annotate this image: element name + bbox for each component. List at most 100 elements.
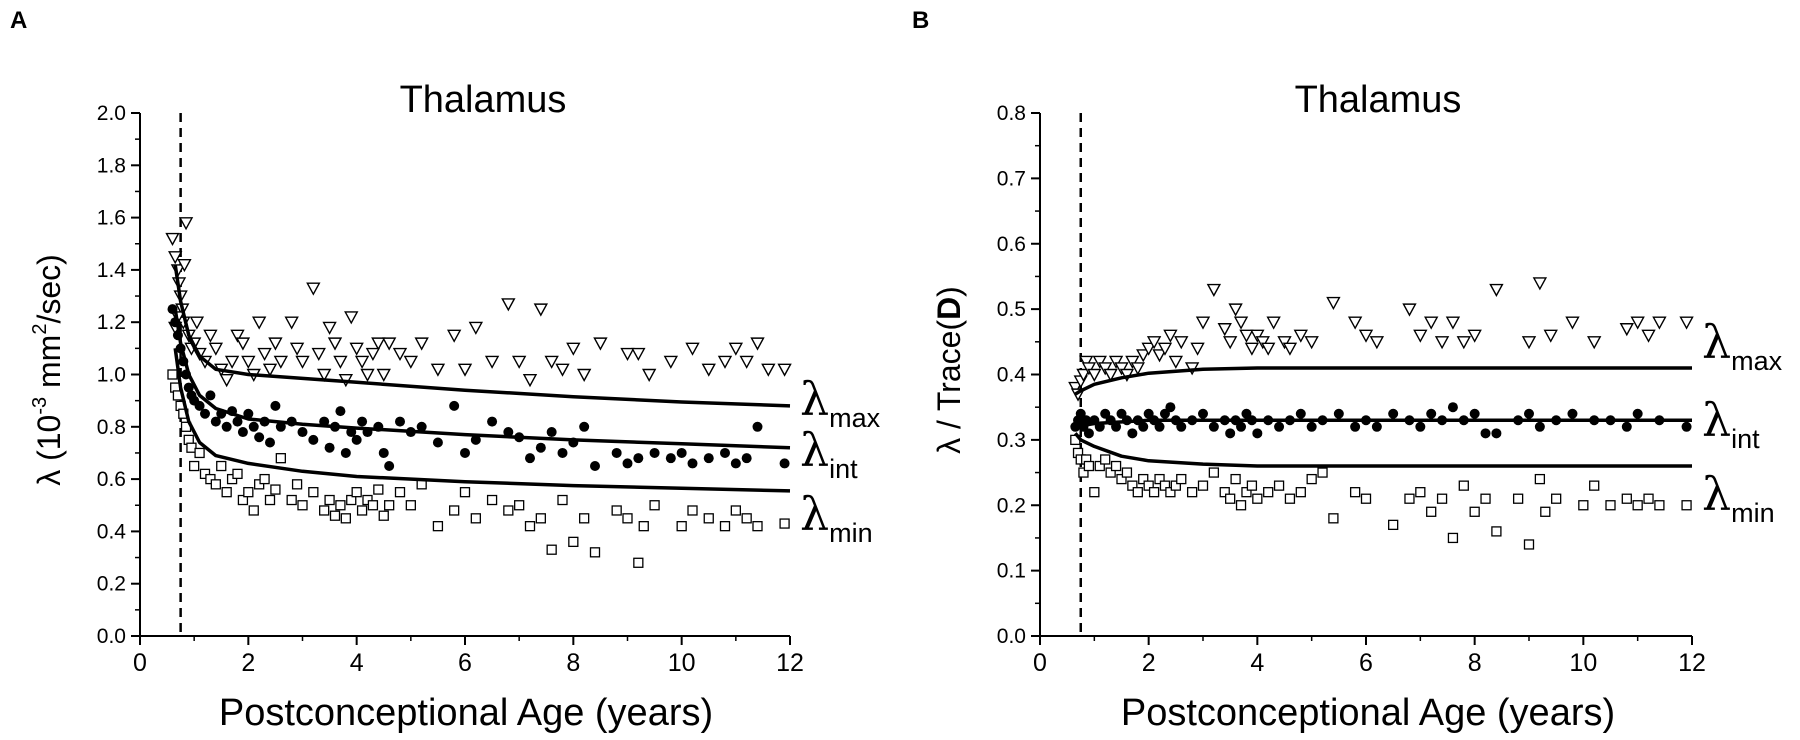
panel-b-lambda-min-point xyxy=(1540,506,1551,517)
panel-a-lambda-min-point xyxy=(394,487,406,498)
panel-a-lambda-max-point xyxy=(544,355,559,369)
panel-a-lambda-min-point xyxy=(676,521,687,532)
panel-a-lambda-min-point xyxy=(611,505,622,516)
panel-b-lambda-min-point xyxy=(1263,487,1274,498)
panel-b-lambda-min-point xyxy=(1241,487,1252,498)
panel-b-y-tick-label: 0.5 xyxy=(997,298,1026,321)
panel-b-lambda-int-point xyxy=(1371,421,1382,432)
panel-b-lambda-min-point xyxy=(1170,480,1181,491)
panel-b-lambda-min-point xyxy=(1132,487,1143,498)
panel-a-lambda-int-point xyxy=(248,421,259,432)
panel-b-lambda-max-point xyxy=(1326,296,1341,311)
panel-b-lambda-max-point xyxy=(1250,329,1265,343)
panel-a-lambda-min-point xyxy=(470,513,481,524)
panel-b-lambda-min-point xyxy=(1089,487,1100,498)
panel-a-lambda-max-point xyxy=(251,316,267,330)
panel-a-lambda-max-point xyxy=(371,337,386,351)
panel-a-lambda-max-label: λmax xyxy=(800,372,881,433)
panel-a-lambda-max-point xyxy=(576,368,592,382)
panel-a-lambda-max-point xyxy=(354,355,370,369)
panel-a-lambda-min-point xyxy=(351,487,362,498)
panel-a-lambda-max-point xyxy=(316,368,332,382)
panel-b-lambda-max-point xyxy=(1174,336,1189,350)
panel-a-lambda-min-point xyxy=(703,513,714,524)
panel-b-lambda-max-point xyxy=(1098,362,1113,376)
panel-a-lambda-max-point xyxy=(268,337,283,351)
panel-b-lambda-int-point xyxy=(1154,421,1165,432)
panel-a-lambda-max-point xyxy=(468,321,484,335)
panel-b-lambda-max-point xyxy=(1434,336,1450,350)
panel-b-lambda-min-point xyxy=(1148,487,1160,498)
panel-a-lambda-int-point xyxy=(265,437,275,448)
panel-b-lambda-min-point xyxy=(1632,500,1643,511)
panel-b-lambda-min-point xyxy=(1219,487,1230,498)
panel-a-lambda-max-point xyxy=(333,355,348,369)
panel-a-lambda-min-point xyxy=(384,500,395,511)
panel-a-lambda-max-point xyxy=(177,258,192,273)
panel-a-x-tick-label: 2 xyxy=(241,649,255,677)
panel-b-lambda-max-point xyxy=(1206,283,1222,297)
panel-a-lambda-max-point xyxy=(457,363,473,377)
panel-b-lambda-int-point xyxy=(1491,428,1502,439)
panel-a-lambda-min-point xyxy=(216,460,227,472)
panel-b-lambda-min-point xyxy=(1388,519,1399,531)
panel-a-lambda-max-point xyxy=(295,355,310,369)
panel-a-lambda-int-point xyxy=(416,421,427,432)
panel-b-lambda-int-point xyxy=(1621,421,1632,432)
panel-a-lambda-max-point xyxy=(566,342,581,356)
panel-b-lambda-max-point xyxy=(1081,362,1097,376)
panel-b-lambda-min-point xyxy=(1654,500,1665,511)
panel-a-lambda-min-point xyxy=(622,513,633,524)
panel-b-lambda-int-point xyxy=(1225,428,1236,439)
panel-a-lambda-min-point xyxy=(524,521,536,532)
panel-a-lambda-max-point xyxy=(224,355,240,369)
panel-a-lambda-int-point xyxy=(752,421,763,432)
panel-a-lambda-int-point xyxy=(205,390,216,401)
panel-b-lambda-min-point xyxy=(1415,487,1426,498)
panel-a-lambda-min-point xyxy=(194,447,205,459)
panel-a-lambda-max-point xyxy=(663,355,679,369)
panel-a-lambda-min-point xyxy=(514,500,525,511)
panel-b-lambda-max-label: λmax xyxy=(1702,315,1783,376)
panel-a-lambda-min-fit-curve xyxy=(173,348,791,493)
panel-a-lambda-min-point xyxy=(405,500,416,511)
panel-a-lambda-max-point xyxy=(311,347,326,362)
panel-b-lambda-min-point xyxy=(1159,480,1171,491)
panel-a-x-tick-label: 8 xyxy=(566,649,580,677)
panel-b-lambda-min-point xyxy=(1426,506,1437,517)
panel-a-lambda-max-point xyxy=(203,329,218,343)
panel-a-lambda-min-point xyxy=(741,513,752,524)
panel-b-lambda-max-point xyxy=(1163,329,1178,343)
panel-b-lambda-min-point xyxy=(1176,473,1187,485)
panel-a-lambda-int-point xyxy=(384,461,395,472)
panel-a-lambda-int-point xyxy=(254,432,265,443)
panel-a-lambda-min-point xyxy=(557,494,568,506)
panel-b-lambda-int-point xyxy=(1333,408,1344,419)
panel-b-x-tick-label: 6 xyxy=(1359,649,1373,677)
panel-b-lambda-min-point xyxy=(1154,473,1165,485)
panel-b-lambda-min-point xyxy=(1252,493,1263,504)
panel-a-lambda-max-point xyxy=(777,363,792,377)
panel-a-lambda-max-point xyxy=(219,374,234,388)
panel-a-lambda-int-point xyxy=(703,453,714,464)
panel-a-lambda-max-point xyxy=(522,374,538,388)
panel-a-lambda-max-point xyxy=(739,355,754,369)
panel-b-lambda-max-point xyxy=(1641,329,1656,343)
panel-a-y-tick-label: 1.6 xyxy=(97,207,126,230)
panel-b-lambda-max-point xyxy=(1152,349,1167,363)
panel-b-lambda-int-point xyxy=(1138,421,1149,432)
panel-a-lambda-max-point xyxy=(241,355,256,369)
panel-b-lambda-max-point xyxy=(1141,342,1156,356)
panel-b-lambda-max-point xyxy=(1168,355,1184,369)
panel-a-y-tick-label: 1.2 xyxy=(97,311,126,334)
panel-a-lambda-max-point xyxy=(289,342,305,356)
panel-a-lambda-max-point xyxy=(593,337,608,351)
panel-a-lambda-max-point xyxy=(403,355,419,369)
panel-a-lambda-min-point xyxy=(535,513,546,524)
panel-b-lambda-max-point xyxy=(1266,316,1281,330)
panel-a-lambda-max-point xyxy=(235,337,251,351)
panel-b-lambda-int-point xyxy=(1176,421,1187,432)
panel-a-lambda-max-point xyxy=(685,342,700,356)
panel-a-lambda-min-point xyxy=(324,494,335,506)
panel-a-lambda-min-point xyxy=(362,494,373,506)
